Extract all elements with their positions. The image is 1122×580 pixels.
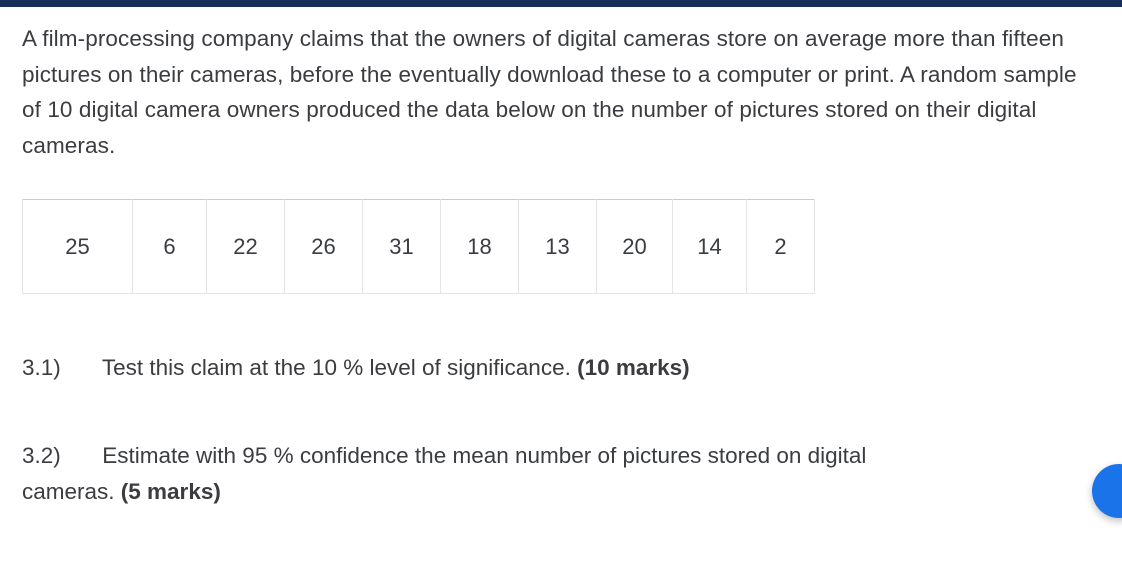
data-cell: 14 xyxy=(673,200,747,294)
question-text-cont: cameras. xyxy=(22,479,121,504)
data-cell: 18 xyxy=(441,200,519,294)
data-cell: 26 xyxy=(285,200,363,294)
question-text: Test this claim at the 10 % level of sig… xyxy=(102,355,577,380)
question-3-1: 3.1) Test this claim at the 10 % level o… xyxy=(22,350,1100,386)
question-number: 3.1) xyxy=(22,350,96,386)
question-number: 3.2) xyxy=(22,438,96,474)
question-marks: (10 marks) xyxy=(577,355,690,380)
data-table-container: 25 6 22 26 31 18 13 20 14 2 xyxy=(22,199,1100,294)
data-cell: 25 xyxy=(23,200,133,294)
question-text: Estimate with 95 % confidence the mean n… xyxy=(102,443,866,468)
question-marks: (5 marks) xyxy=(121,479,221,504)
top-accent-bar xyxy=(0,0,1122,7)
data-cell: 22 xyxy=(207,200,285,294)
data-cell: 6 xyxy=(133,200,207,294)
document-body: A film-processing company claims that th… xyxy=(0,7,1122,510)
data-cell: 20 xyxy=(597,200,673,294)
data-cell: 13 xyxy=(519,200,597,294)
data-cell: 2 xyxy=(747,200,815,294)
question-3-2: 3.2) Estimate with 95 % confidence the m… xyxy=(22,438,1100,510)
data-table: 25 6 22 26 31 18 13 20 14 2 xyxy=(22,199,815,294)
question-prompt: A film-processing company claims that th… xyxy=(22,21,1100,163)
table-row: 25 6 22 26 31 18 13 20 14 2 xyxy=(23,200,815,294)
data-cell: 31 xyxy=(363,200,441,294)
